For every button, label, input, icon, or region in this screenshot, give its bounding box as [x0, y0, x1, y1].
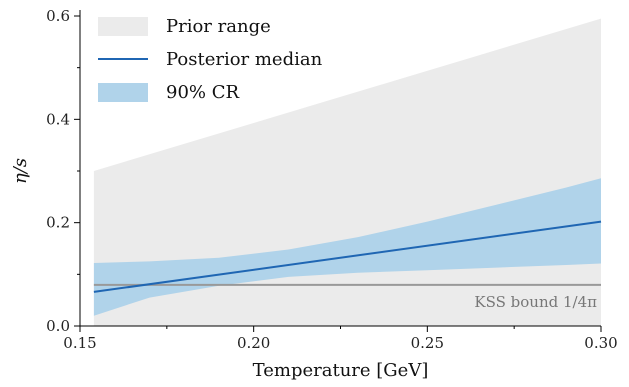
legend-swatch — [98, 17, 148, 36]
ticks: 0.15 0.20 0.25 0.30 0.0 0.2 0.4 0.6 — [46, 7, 618, 352]
posterior-median-line — [93, 220, 602, 293]
legend-label: 90% CR — [166, 82, 240, 103]
y-axis-label: η/s — [10, 158, 31, 184]
y-tick-label: 0.4 — [46, 110, 70, 128]
y-tick-label: 0.2 — [46, 214, 70, 232]
y-tick-label: 0.0 — [46, 317, 70, 335]
x-tick-label: 0.30 — [584, 334, 617, 352]
credible-region-band-layer — [93, 178, 602, 316]
legend: Prior range Posterior median 90% CR — [98, 16, 323, 103]
credible-region-band — [93, 178, 602, 316]
x-tick-label: 0.25 — [411, 334, 444, 352]
legend-label: Posterior median — [166, 49, 323, 70]
x-tick-label: 0.15 — [63, 334, 96, 352]
x-tick-label: 0.20 — [237, 334, 270, 352]
y-tick-label: 0.6 — [46, 7, 70, 25]
legend-swatch — [98, 83, 148, 102]
kss-bound-label: KSS bound 1/4π — [474, 293, 597, 311]
x-axis-label: Temperature [GeV] — [253, 360, 429, 381]
legend-label: Prior range — [166, 16, 271, 37]
posterior-median-layer — [93, 220, 602, 293]
